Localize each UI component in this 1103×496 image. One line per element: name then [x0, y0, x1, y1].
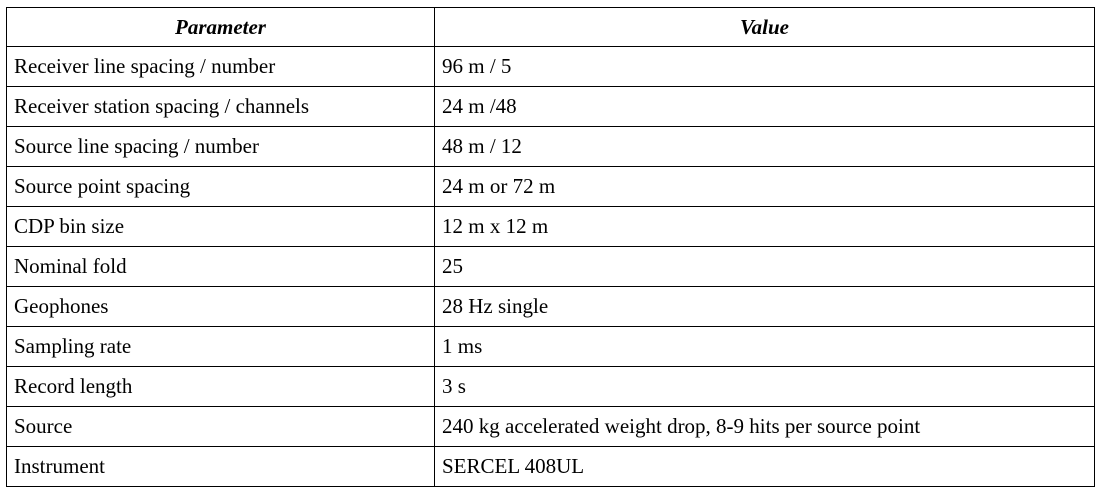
table-row: Receiver station spacing / channels 24 m…	[6, 86, 1095, 127]
value-cell: 1 ms	[434, 326, 1095, 367]
parameter-table: Parameter Value Receiver line spacing / …	[6, 7, 1095, 487]
header-value: Value	[434, 7, 1095, 47]
table-row: Source 240 kg accelerated weight drop, 8…	[6, 406, 1095, 447]
header-row: Parameter Value	[6, 7, 1095, 47]
value-cell: 28 Hz single	[434, 286, 1095, 327]
parameter-cell: Source line spacing / number	[6, 126, 435, 167]
value-cell: 240 kg accelerated weight drop, 8-9 hits…	[434, 406, 1095, 447]
table-row: Record length 3 s	[6, 366, 1095, 407]
table-row: Source line spacing / number 48 m / 12	[6, 126, 1095, 167]
parameter-cell: Receiver line spacing / number	[6, 46, 435, 87]
table-row: Source point spacing 24 m or 72 m	[6, 166, 1095, 207]
parameter-cell: CDP bin size	[6, 206, 435, 247]
table-row: Geophones 28 Hz single	[6, 286, 1095, 327]
table-row: Instrument SERCEL 408UL	[6, 446, 1095, 487]
table-row: CDP bin size 12 m x 12 m	[6, 206, 1095, 247]
value-cell: 24 m /48	[434, 86, 1095, 127]
table-row: Nominal fold 25	[6, 246, 1095, 287]
parameter-cell: Receiver station spacing / channels	[6, 86, 435, 127]
parameter-cell: Record length	[6, 366, 435, 407]
parameter-cell: Instrument	[6, 446, 435, 487]
header-parameter: Parameter	[6, 7, 435, 47]
table-row: Sampling rate 1 ms	[6, 326, 1095, 367]
parameter-cell: Source point spacing	[6, 166, 435, 207]
value-cell: 24 m or 72 m	[434, 166, 1095, 207]
value-cell: 96 m / 5	[434, 46, 1095, 87]
table-row: Receiver line spacing / number 96 m / 5	[6, 46, 1095, 87]
parameter-cell: Sampling rate	[6, 326, 435, 367]
parameter-cell: Nominal fold	[6, 246, 435, 287]
value-cell: 12 m x 12 m	[434, 206, 1095, 247]
parameter-cell: Source	[6, 406, 435, 447]
value-cell: 3 s	[434, 366, 1095, 407]
value-cell: SERCEL 408UL	[434, 446, 1095, 487]
value-cell: 25	[434, 246, 1095, 287]
parameter-cell: Geophones	[6, 286, 435, 327]
value-cell: 48 m / 12	[434, 126, 1095, 167]
